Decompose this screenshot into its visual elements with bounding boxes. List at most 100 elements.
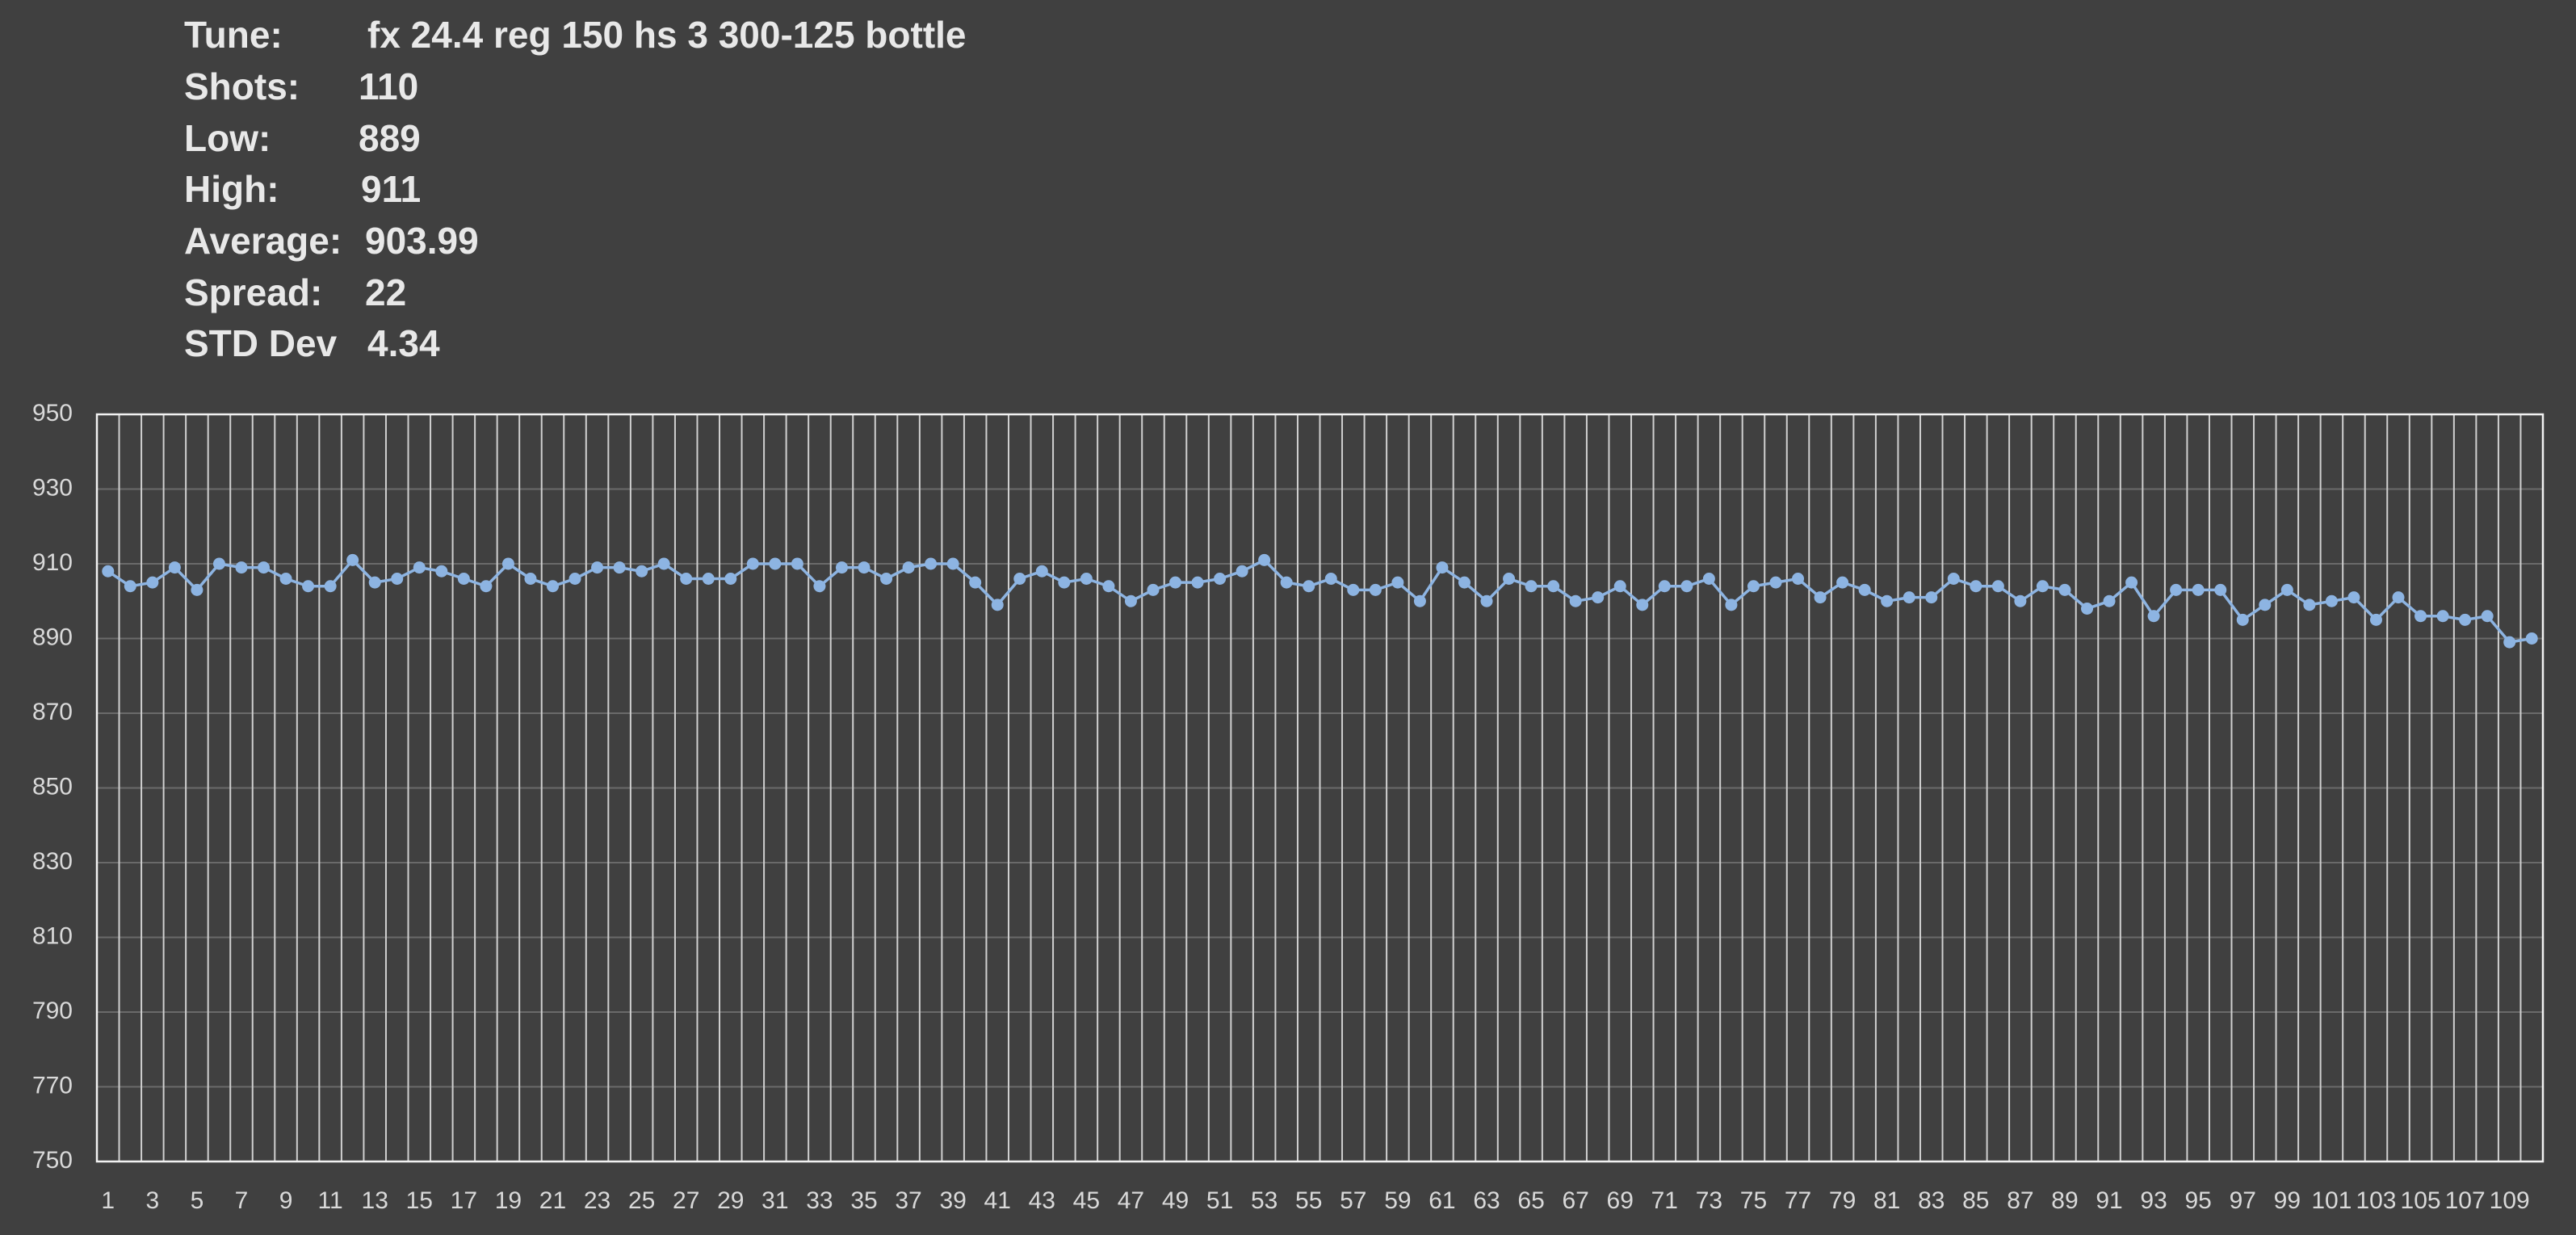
x-tick-label: 47 bbox=[1118, 1187, 1144, 1214]
x-tick-label: 107 bbox=[2445, 1187, 2486, 1214]
point bbox=[1947, 573, 1960, 585]
point bbox=[1525, 580, 1538, 593]
point bbox=[813, 580, 826, 593]
point bbox=[1214, 573, 1227, 585]
stat-label: Low: bbox=[184, 117, 271, 159]
point bbox=[1592, 591, 1605, 604]
point bbox=[969, 576, 982, 589]
point bbox=[1547, 580, 1560, 593]
x-tick-label: 39 bbox=[939, 1187, 966, 1214]
x-tick-label: 67 bbox=[1562, 1187, 1588, 1214]
y-tick-label: 830 bbox=[32, 848, 73, 875]
point bbox=[835, 561, 848, 574]
stat-value: 903.99 bbox=[365, 220, 479, 262]
point bbox=[1636, 599, 1649, 611]
point bbox=[1436, 561, 1449, 574]
point bbox=[1191, 576, 1204, 589]
stat-label: Tune: bbox=[184, 14, 283, 56]
stat-label: Shots: bbox=[184, 65, 300, 107]
point bbox=[2414, 610, 2427, 623]
point bbox=[880, 573, 893, 585]
x-tick-label: 23 bbox=[584, 1187, 610, 1214]
point bbox=[591, 561, 604, 574]
x-tick-label: 1 bbox=[101, 1187, 115, 1214]
x-tick-label: 85 bbox=[1962, 1187, 1989, 1214]
point bbox=[1303, 580, 1315, 593]
x-tick-label: 63 bbox=[1473, 1187, 1500, 1214]
point bbox=[146, 576, 159, 589]
point bbox=[1991, 580, 2004, 593]
point bbox=[1503, 573, 1516, 585]
x-tick-label: 83 bbox=[1918, 1187, 1945, 1214]
y-tick-label: 930 bbox=[32, 474, 73, 501]
point bbox=[1925, 591, 1938, 604]
x-tick-label: 29 bbox=[717, 1187, 744, 1214]
point bbox=[1836, 576, 1849, 589]
point bbox=[1970, 580, 1982, 593]
point bbox=[1236, 565, 1248, 578]
x-tick-label: 69 bbox=[1607, 1187, 1634, 1214]
point bbox=[168, 561, 181, 574]
point bbox=[2503, 636, 2516, 649]
point bbox=[858, 561, 871, 574]
x-tick-label: 71 bbox=[1651, 1187, 1678, 1214]
point bbox=[2525, 632, 2538, 645]
x-tick-label: 53 bbox=[1251, 1187, 1278, 1214]
point bbox=[2280, 583, 2293, 596]
x-tick-label: 57 bbox=[1340, 1187, 1366, 1214]
point bbox=[1413, 594, 1426, 607]
point bbox=[2125, 576, 2138, 589]
point bbox=[1124, 594, 1137, 607]
point bbox=[991, 599, 1004, 611]
point bbox=[302, 580, 315, 593]
point bbox=[2236, 613, 2249, 626]
point bbox=[391, 573, 404, 585]
x-tick-label: 89 bbox=[2051, 1187, 2078, 1214]
point bbox=[2392, 591, 2405, 604]
point bbox=[2081, 603, 2094, 615]
x-tick-label: 25 bbox=[628, 1187, 655, 1214]
x-tick-label: 27 bbox=[673, 1187, 699, 1214]
x-tick-label: 9 bbox=[279, 1187, 293, 1214]
stat-value: 889 bbox=[359, 117, 421, 159]
point bbox=[1903, 591, 1915, 604]
point bbox=[2058, 583, 2071, 596]
point bbox=[1391, 576, 1404, 589]
point bbox=[1680, 580, 1693, 593]
point bbox=[2147, 610, 2160, 623]
x-tick-label: 55 bbox=[1295, 1187, 1322, 1214]
point bbox=[1569, 594, 1582, 607]
point bbox=[946, 557, 959, 570]
point bbox=[2014, 594, 2027, 607]
y-tick-label: 890 bbox=[32, 624, 73, 650]
point bbox=[1747, 580, 1760, 593]
y-tick-label: 870 bbox=[32, 699, 73, 725]
point bbox=[102, 565, 115, 578]
x-tick-label: 11 bbox=[318, 1187, 343, 1214]
stat-label: STD Dev bbox=[184, 322, 338, 364]
stat-value: fx 24.4 reg 150 hs 3 300-125 bottle bbox=[367, 14, 967, 56]
x-tick-label: 33 bbox=[806, 1187, 833, 1214]
point bbox=[1769, 576, 1782, 589]
point bbox=[2192, 583, 2205, 596]
point bbox=[1324, 573, 1337, 585]
point bbox=[1792, 573, 1805, 585]
y-tick-label: 910 bbox=[32, 549, 73, 576]
stat-value: 911 bbox=[361, 168, 421, 210]
point bbox=[613, 561, 626, 574]
stat-label: High: bbox=[184, 168, 279, 210]
point bbox=[702, 573, 715, 585]
y-tick-label: 750 bbox=[32, 1147, 73, 1174]
point bbox=[1013, 573, 1026, 585]
point bbox=[1280, 576, 1293, 589]
point bbox=[1725, 599, 1738, 611]
point bbox=[791, 557, 803, 570]
point bbox=[2103, 594, 2116, 607]
point bbox=[1814, 591, 1827, 604]
point bbox=[680, 573, 693, 585]
point bbox=[1881, 594, 1894, 607]
x-tick-label: 21 bbox=[539, 1187, 566, 1214]
x-tick-label: 37 bbox=[895, 1187, 921, 1214]
point bbox=[1458, 576, 1471, 589]
